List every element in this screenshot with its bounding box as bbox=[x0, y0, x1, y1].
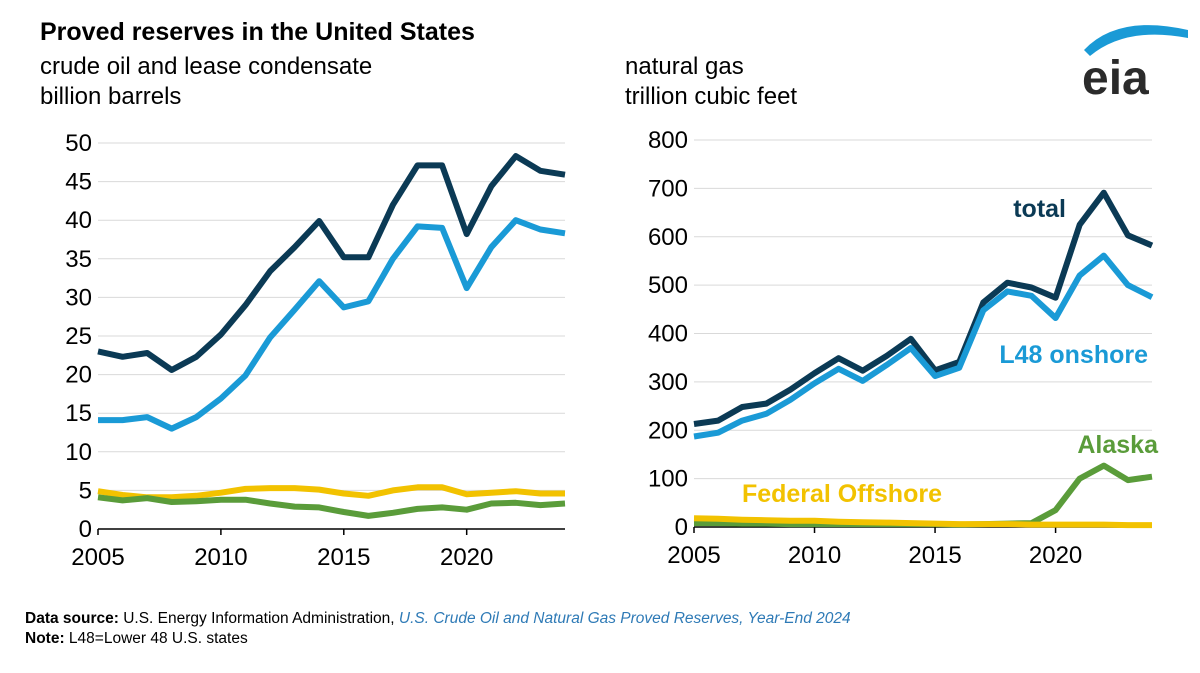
y-tick-label: 15 bbox=[65, 400, 92, 427]
x-tick-label: 2015 bbox=[908, 542, 961, 569]
x-tick-label: 2005 bbox=[667, 542, 720, 569]
source-label: Data source: bbox=[25, 610, 119, 627]
y-tick-label: 20 bbox=[65, 362, 92, 389]
y-tick-label: 5 bbox=[79, 477, 92, 504]
source-text: U.S. Energy Information Administration, bbox=[123, 610, 395, 627]
x-tick-label: 2010 bbox=[788, 542, 841, 569]
oil-subtitle-line-2: billion barrels bbox=[40, 83, 182, 110]
y-tick-label: 35 bbox=[65, 246, 92, 273]
y-tick-label: 300 bbox=[648, 369, 688, 396]
x-tick-label: 2005 bbox=[71, 544, 124, 571]
series-line-federal_offshore bbox=[693, 515, 1152, 529]
gas-subtitle-line-1: natural gas bbox=[625, 53, 744, 80]
eia-logo-icon: eia bbox=[1082, 25, 1188, 100]
note-text: L48=Lower 48 U.S. states bbox=[68, 630, 248, 647]
gas-subtitle-line-2: trillion cubic feet bbox=[625, 83, 798, 110]
y-tick-label: 400 bbox=[648, 321, 688, 348]
series-label-l48_onshore: L48 onshore bbox=[999, 341, 1148, 369]
series-line-l48_onshore bbox=[98, 217, 566, 432]
y-tick-label: 40 bbox=[65, 207, 92, 234]
x-tick-label: 2010 bbox=[194, 544, 247, 571]
x-tick-label: 2015 bbox=[317, 544, 370, 571]
source-publication-link[interactable]: U.S. Crude Oil and Natural Gas Proved Re… bbox=[398, 610, 851, 627]
series-line-alaska bbox=[97, 494, 566, 519]
footnote: Note: L48=Lower 48 U.S. states bbox=[25, 630, 248, 648]
chart-title: Proved reserves in the United States bbox=[40, 18, 475, 46]
series-line-l48_onshore bbox=[693, 252, 1154, 440]
y-tick-label: 25 bbox=[65, 323, 92, 350]
y-tick-label: 200 bbox=[648, 417, 688, 444]
y-tick-label: 700 bbox=[648, 175, 688, 202]
y-tick-label: 50 bbox=[65, 130, 92, 157]
y-tick-label: 100 bbox=[648, 466, 688, 493]
series-line-total bbox=[693, 189, 1154, 427]
y-tick-label: 0 bbox=[79, 516, 92, 543]
gas-subtitle: natural gas trillion cubic feet bbox=[625, 52, 797, 112]
note-label: Note: bbox=[25, 630, 65, 647]
series-label-alaska: Alaska bbox=[1077, 431, 1159, 459]
x-tick-label: 2020 bbox=[440, 544, 493, 571]
x-tick-label: 2020 bbox=[1029, 542, 1082, 569]
oil-subtitle-line-1: crude oil and lease condensate bbox=[40, 53, 373, 80]
y-tick-label: 500 bbox=[648, 272, 688, 299]
series-label-federal_offshore: Federal Offshore bbox=[742, 480, 942, 508]
y-tick-label: 800 bbox=[648, 127, 688, 154]
y-tick-label: 30 bbox=[65, 284, 92, 311]
series-line-federal_offshore bbox=[97, 484, 565, 501]
series-label-total: total bbox=[1013, 195, 1066, 223]
data-source-note: Data source: U.S. Energy Information Adm… bbox=[25, 610, 851, 628]
logo-text: eia bbox=[1082, 52, 1149, 100]
y-tick-label: 10 bbox=[65, 439, 92, 466]
series-line-total bbox=[97, 153, 566, 373]
oil-subtitle: crude oil and lease condensate billion b… bbox=[40, 52, 372, 112]
y-tick-label: 0 bbox=[675, 514, 688, 541]
y-tick-label: 45 bbox=[65, 169, 92, 196]
y-tick-label: 600 bbox=[648, 224, 688, 251]
